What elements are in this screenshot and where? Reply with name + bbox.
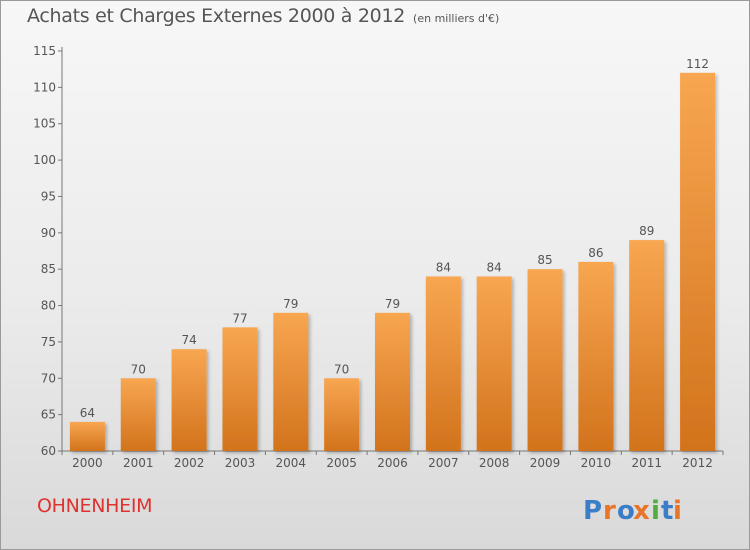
data-label-2007: 84 — [436, 260, 451, 274]
data-label-2009: 85 — [537, 253, 552, 267]
y-tick-label: 65 — [41, 408, 56, 422]
y-tick-label: 70 — [41, 371, 56, 385]
y-tick-label: 90 — [41, 226, 56, 240]
bar-2002 — [171, 349, 207, 451]
data-label-2000: 64 — [80, 406, 95, 420]
bar-2008 — [476, 276, 512, 451]
bar-2009 — [527, 269, 563, 451]
bar-2000 — [69, 421, 105, 451]
y-tick-label: 75 — [41, 335, 56, 349]
chart-title: Achats et Charges Externes 2000 à 2012 (e… — [27, 5, 499, 27]
bars: 64 2000 70 2001 74 2002 77 2003 79 2004 70 2005 79 20… — [69, 57, 716, 470]
data-label-2008: 84 — [487, 260, 502, 274]
x-tick-label: 2003 — [225, 456, 256, 470]
x-tick-label: 2002 — [174, 456, 205, 470]
logo-letter: P — [583, 496, 602, 526]
y-tick-label: 80 — [41, 299, 56, 313]
bar-2005 — [324, 378, 360, 451]
x-tick-label: 2006 — [377, 456, 408, 470]
bar-2007 — [425, 276, 461, 451]
data-label-2010: 86 — [588, 246, 603, 260]
bar-2012 — [680, 72, 716, 452]
x-tick-label: 2005 — [326, 456, 357, 470]
x-tick-label: 2012 — [682, 456, 713, 470]
commune-name: OHNENHEIM — [37, 495, 153, 517]
logo-letter: i — [651, 496, 660, 526]
data-label-2004: 79 — [283, 297, 298, 311]
data-label-2012: 112 — [686, 57, 709, 71]
data-label-2003: 77 — [232, 311, 247, 325]
unit-note: (en milliers d'€) — [413, 12, 500, 25]
x-tick-label: 2001 — [123, 456, 154, 470]
bar-2006 — [375, 312, 410, 451]
x-tick-label: 2007 — [428, 456, 459, 470]
title-text: Achats et Charges Externes 2000 à 2012 — [27, 5, 406, 27]
x-tick-label: 2010 — [581, 456, 612, 470]
bar-2010 — [578, 261, 614, 451]
y-tick-label: 110 — [33, 80, 56, 94]
logo-letter: x — [633, 496, 650, 526]
y-tick-label: 105 — [33, 117, 56, 131]
y-tick-label: 85 — [41, 262, 56, 276]
x-tick-label: 2000 — [72, 456, 103, 470]
bar-2004 — [273, 312, 309, 451]
x-tick-label: 2009 — [530, 456, 561, 470]
y-tick-label: 100 — [33, 153, 56, 167]
y-tick-label: 60 — [41, 444, 56, 458]
x-tick-label: 2008 — [479, 456, 510, 470]
logo-letter: i — [673, 496, 682, 526]
data-label-2011: 89 — [639, 224, 654, 238]
logo-letter: o — [617, 496, 635, 526]
bar-2011 — [629, 240, 665, 451]
x-tick-label: 2004 — [276, 456, 307, 470]
data-label-2002: 74 — [181, 333, 196, 347]
logo-letter: r — [603, 496, 616, 526]
bar-2003 — [222, 327, 258, 451]
logo-letter: t — [661, 496, 673, 526]
bar-2001 — [120, 378, 156, 451]
x-tick-label: 2011 — [631, 456, 662, 470]
data-label-2006: 79 — [385, 297, 400, 311]
data-label-2001: 70 — [131, 362, 146, 376]
y-tick-label: 95 — [41, 189, 56, 203]
y-tick-label: 115 — [33, 44, 56, 58]
data-label-2005: 70 — [334, 362, 349, 376]
